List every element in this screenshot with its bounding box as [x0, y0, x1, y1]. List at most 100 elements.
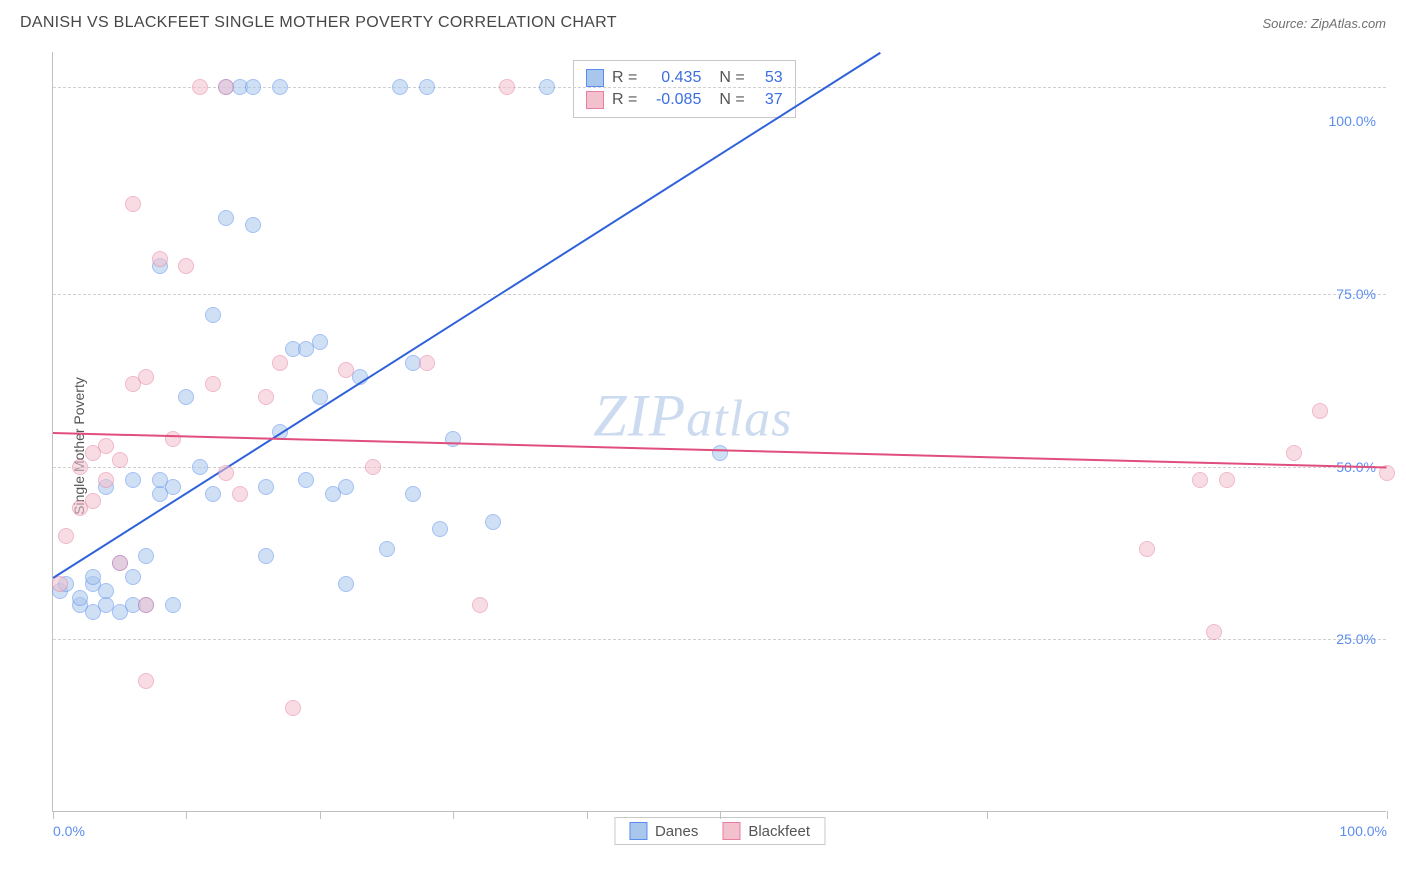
scatter-point [58, 528, 74, 544]
scatter-point [192, 79, 208, 95]
scatter-point [218, 210, 234, 226]
legend-item: Danes [629, 822, 698, 840]
x-tick [587, 811, 588, 819]
x-tick [186, 811, 187, 819]
scatter-point [138, 548, 154, 564]
legend-item: Blackfeet [722, 822, 810, 840]
scatter-point [98, 472, 114, 488]
scatter-point [499, 79, 515, 95]
scatter-point [205, 376, 221, 392]
scatter-point [125, 472, 141, 488]
scatter-point [52, 576, 68, 592]
legend-swatch [629, 822, 647, 840]
scatter-point [1139, 541, 1155, 557]
scatter-point [338, 576, 354, 592]
y-tick-label: 75.0% [1336, 286, 1376, 302]
scatter-point [138, 597, 154, 613]
chart-legend: Danes Blackfeet [614, 817, 825, 845]
x-tick-label: 100.0% [1340, 823, 1387, 839]
gridline [53, 639, 1386, 640]
scatter-point [312, 334, 328, 350]
series-swatch [586, 91, 604, 109]
scatter-point [419, 79, 435, 95]
stat-n-value: 37 [753, 91, 783, 109]
scatter-point [245, 79, 261, 95]
chart-plot-area: ZIPatlas R =0.435N =53R =-0.085N =37 Dan… [52, 52, 1386, 812]
legend-label: Blackfeet [748, 823, 810, 840]
scatter-point [152, 251, 168, 267]
scatter-point [1219, 472, 1235, 488]
scatter-point [258, 548, 274, 564]
scatter-point [138, 673, 154, 689]
y-tick-label: 100.0% [1329, 113, 1376, 129]
scatter-point [432, 521, 448, 537]
scatter-point [272, 79, 288, 95]
stat-r-label: R = [612, 91, 637, 109]
x-tick [1387, 811, 1388, 819]
scatter-point [125, 196, 141, 212]
correlation-stats-box: R = 0.435 N = 53 R = -0.085 N = 37 [573, 60, 796, 118]
stat-r-value: -0.085 [645, 91, 701, 109]
gridline [53, 294, 1386, 295]
scatter-point [138, 369, 154, 385]
scatter-point [245, 217, 261, 233]
y-tick-label: 25.0% [1336, 631, 1376, 647]
stat-n-label: N = [719, 91, 744, 109]
scatter-point [205, 307, 221, 323]
series-swatch [586, 69, 604, 87]
scatter-point [85, 569, 101, 585]
scatter-point [165, 431, 181, 447]
x-tick [720, 811, 721, 819]
chart-header: DANISH VS BLACKFEET SINGLE MOTHER POVERT… [0, 0, 1406, 40]
scatter-point [112, 452, 128, 468]
scatter-point [218, 79, 234, 95]
chart-title: DANISH VS BLACKFEET SINGLE MOTHER POVERT… [20, 14, 617, 32]
stats-row: R = -0.085 N = 37 [586, 89, 783, 111]
scatter-point [712, 445, 728, 461]
stat-n-value: 53 [753, 69, 783, 87]
scatter-point [98, 583, 114, 599]
scatter-point [258, 479, 274, 495]
scatter-point [298, 472, 314, 488]
scatter-point [379, 541, 395, 557]
scatter-point [85, 493, 101, 509]
trend-line [52, 52, 880, 579]
scatter-point [485, 514, 501, 530]
scatter-point [72, 590, 88, 606]
scatter-point [258, 389, 274, 405]
scatter-point [165, 597, 181, 613]
scatter-point [98, 438, 114, 454]
scatter-point [192, 459, 208, 475]
scatter-point [338, 362, 354, 378]
scatter-point [272, 355, 288, 371]
legend-swatch [722, 822, 740, 840]
scatter-point [1206, 624, 1222, 640]
scatter-point [419, 355, 435, 371]
x-tick [53, 811, 54, 819]
scatter-point [1286, 445, 1302, 461]
stat-r-label: R = [612, 69, 637, 87]
scatter-point [1192, 472, 1208, 488]
scatter-point [1312, 403, 1328, 419]
stat-n-label: N = [719, 69, 744, 87]
x-tick [453, 811, 454, 819]
scatter-point [365, 459, 381, 475]
scatter-point [405, 486, 421, 502]
scatter-point [205, 486, 221, 502]
stat-r-value: 0.435 [645, 69, 701, 87]
x-tick [320, 811, 321, 819]
scatter-point [218, 465, 234, 481]
scatter-point [338, 479, 354, 495]
scatter-point [285, 700, 301, 716]
scatter-point [472, 597, 488, 613]
scatter-point [112, 555, 128, 571]
chart-source: Source: ZipAtlas.com [1262, 16, 1386, 31]
scatter-point [178, 258, 194, 274]
scatter-point [125, 569, 141, 585]
scatter-point [165, 479, 181, 495]
scatter-point [539, 79, 555, 95]
scatter-point [392, 79, 408, 95]
watermark-text: ZIPatlas [593, 382, 792, 451]
scatter-point [72, 459, 88, 475]
scatter-point [232, 486, 248, 502]
